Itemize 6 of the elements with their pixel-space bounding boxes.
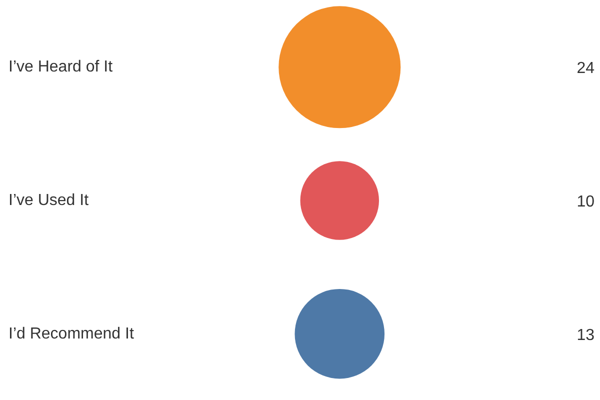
data-label: 10 — [576, 194, 595, 210]
category-label: I’d Recommend It — [8, 325, 134, 342]
category-label: I’ve Used It — [8, 192, 90, 209]
data-label: 24 — [576, 60, 595, 78]
category-label: I’ve Heard of It — [8, 58, 114, 76]
data-label: 13 — [576, 326, 595, 344]
